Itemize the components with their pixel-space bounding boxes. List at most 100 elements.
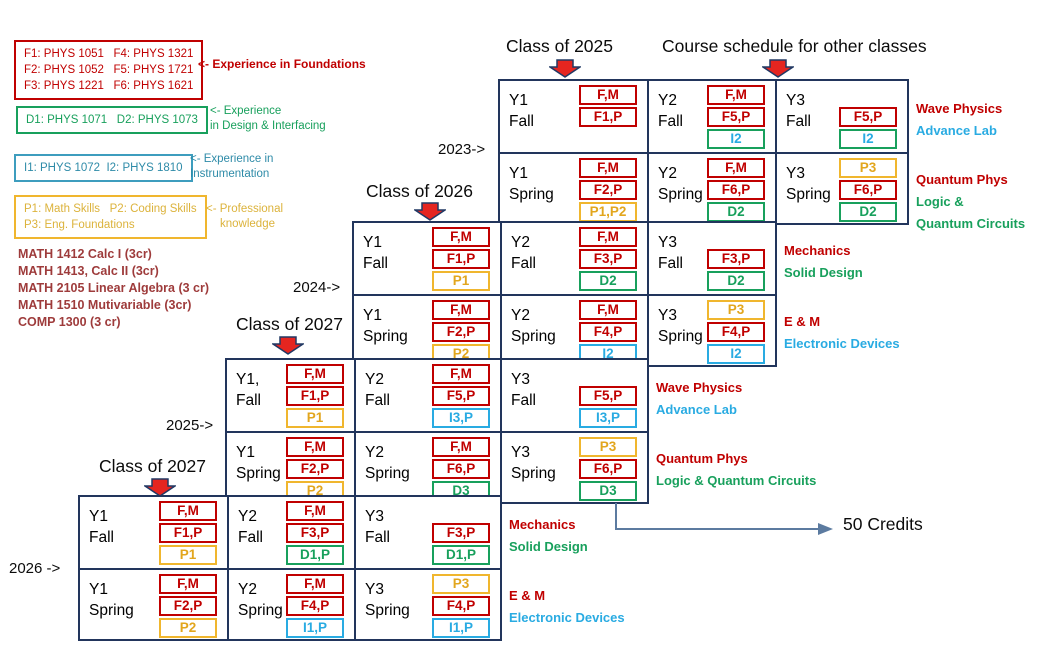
schedule-cell: Y3 Fall F5,P I2 xyxy=(775,81,907,152)
legend-caption-line: <- Professional xyxy=(206,203,284,215)
schedule-cell: Y3 Fall F5,P I3,P xyxy=(500,360,647,431)
legend-foundations-box: F1: PHYS 1051 F4: PHYS 1321 F2: PHYS 105… xyxy=(14,40,204,100)
schedule-cell: Y1 Spring F,M F2,P P2 xyxy=(354,294,500,365)
course-code-box: P3 xyxy=(839,158,897,178)
row-course-label: Quantum Circuits xyxy=(916,216,1026,231)
course-code-box: D2 xyxy=(707,202,765,222)
course-code-box: F3,P xyxy=(432,523,490,543)
course-code-box: F4,P xyxy=(707,322,765,342)
legend-caption-line: <- Experience in xyxy=(190,153,274,165)
course-box-stack: F,M F3,P D2 xyxy=(579,227,637,291)
schedule-cell: Y2 Spring F,M F6,P D2 xyxy=(647,152,775,223)
course-code-box: P3 xyxy=(579,437,637,457)
cell-year-label: Y1 Spring xyxy=(89,581,134,619)
course-box-stack: F,M F1,P xyxy=(579,85,637,127)
row-course-labels: Mechanics Solid Design xyxy=(784,240,863,284)
row-course-labels: Mechanics Solid Design xyxy=(509,514,588,558)
course-code-box: F,M xyxy=(707,158,765,178)
course-code-box: F5,P xyxy=(839,107,897,127)
course-code-box: F1,P xyxy=(286,386,344,406)
math-course-item: COMP 1300 (3 cr) xyxy=(18,315,121,329)
course-code-box: P1 xyxy=(159,545,217,565)
legend-line: F2: PHYS 1052 F5: PHYS 1721 xyxy=(24,64,194,76)
schedule-cell: Y2 Spring F,M F6,P D3 xyxy=(354,431,500,502)
row-course-label: Advance Lab xyxy=(656,402,737,417)
course-box-stack: F,M F6,P D2 xyxy=(707,158,765,222)
cell-year-label: Y3 Fall xyxy=(511,371,536,409)
schedule-block: Y1 Fall F,M F1,P P1 Y2 Fall F,M F3,P D2 Y3 Fall F3,P… xyxy=(352,221,777,367)
schedule-block: Y1, Fall F,M F1,P P1 Y2 Fall F,M F5,P I3,P Y3 Fall F… xyxy=(225,358,649,504)
schedule-cell: Y3 Fall F3,P D2 xyxy=(647,223,775,294)
course-code-box: D3 xyxy=(579,481,637,501)
schedule-cell: Y3 Spring P3 F6,P D2 xyxy=(775,152,907,223)
math-course-list: MATH 1412 Calc I (3cr) MATH 1413, Calc I… xyxy=(18,246,209,331)
row-course-label: Logic & Quantum Circuits xyxy=(656,473,817,488)
cell-year-label: Y2 Spring xyxy=(365,444,410,482)
row-course-label: Quantum Phys xyxy=(916,172,1008,187)
course-code-box: F,M xyxy=(286,437,344,457)
schedule-cell: Y2 Fall F,M F5,P I2 xyxy=(647,81,775,152)
legend-line: F1: PHYS 1051 F4: PHYS 1321 xyxy=(24,48,194,60)
course-code-box: D1,P xyxy=(432,545,490,565)
legend-professional-caption: <- Professional knowledge xyxy=(206,202,283,232)
course-code-box: F6,P xyxy=(707,180,765,200)
row-course-label: Electronic Devices xyxy=(784,336,900,351)
schedule-block: Y1 Fall F,M F1,P Y2 Fall F,M F5,P I2 Y3 Fall F5,P I2… xyxy=(498,79,909,225)
course-box-stack: F,M F1,P P1 xyxy=(159,501,217,565)
cell-year-label: Y2 Fall xyxy=(365,371,390,409)
course-code-box: F6,P xyxy=(579,459,637,479)
schedule-cell: Y1 Spring F,M F2,P P1,P2 xyxy=(500,152,647,223)
class-of-2025-title: Class of 2025 xyxy=(506,36,614,56)
cell-year-label: Y1 Spring xyxy=(236,444,281,482)
course-code-box: I1,P xyxy=(432,618,490,638)
row-course-label: Mechanics xyxy=(784,243,851,258)
row-course-label: Logic & xyxy=(916,194,964,209)
row-course-labels: Wave Physics Advance Lab xyxy=(656,377,742,421)
year-marker-2026: 2026 -> xyxy=(9,560,61,577)
row-course-label: Wave Physics xyxy=(916,101,1003,116)
schedule-cell: Y1 Fall F,M F1,P P1 xyxy=(80,497,227,568)
course-code-box: P1 xyxy=(286,408,344,428)
course-code-box: F5,P xyxy=(579,386,637,406)
legend-caption-line: knowledge xyxy=(220,218,275,230)
schedule-cell: Y1 Fall F,M F1,P P1 xyxy=(354,223,500,294)
year-marker-2023: 2023-> xyxy=(438,141,486,158)
cell-year-label: Y3 Spring xyxy=(365,581,410,619)
row-course-label: Wave Physics xyxy=(656,380,743,395)
course-code-box: F,M xyxy=(432,300,490,320)
cell-year-label: Y2 Spring xyxy=(238,581,283,619)
legend-instrumentation-caption: <- Experience in Instrumentation xyxy=(190,152,273,182)
course-code-box: F1,P xyxy=(159,523,217,543)
course-code-box: P3 xyxy=(707,300,765,320)
legend-design-box: D1: PHYS 1071 D2: PHYS 1073 xyxy=(16,106,208,134)
course-code-box: F,M xyxy=(579,227,637,247)
legend-line: P1: Math Skills P2: Coding Skills xyxy=(24,203,197,215)
schedule-block: Y1 Fall F,M F1,P P1 Y2 Fall F,M F3,P D1,P Y3 Fall F3… xyxy=(78,495,502,641)
course-code-box: F3,P xyxy=(707,249,765,269)
legend-instrumentation-box: I1: PHYS 1072 I2: PHYS 1810 xyxy=(14,154,193,182)
course-code-box: D1,P xyxy=(286,545,344,565)
course-code-box: F,M xyxy=(579,85,637,105)
row-course-label: E & M xyxy=(784,314,821,329)
legend-foundations-caption: <- Experience in Foundations xyxy=(198,57,366,71)
course-code-box: D2 xyxy=(839,202,897,222)
course-box-stack: F3,P D1,P xyxy=(432,523,490,565)
course-code-box: I3,P xyxy=(432,408,490,428)
cell-year-label: Y1 Fall xyxy=(509,92,534,130)
course-code-box: F,M xyxy=(286,501,344,521)
cell-year-label: Y3 Spring xyxy=(786,165,831,203)
credits-label: 50 Credits xyxy=(843,514,923,534)
schedule-cell: Y3 Spring P3 F4,P I2 xyxy=(647,294,775,365)
course-code-box: I2 xyxy=(839,129,897,149)
cell-year-label: Y1 Fall xyxy=(363,234,388,272)
course-code-box: I2 xyxy=(707,344,765,364)
course-code-box: F4,P xyxy=(286,596,344,616)
cell-year-label: Y1, Fall xyxy=(236,371,261,409)
row-course-label: E & M xyxy=(509,588,546,603)
row-course-label: Electronic Devices xyxy=(509,610,625,625)
course-box-stack: F5,P I3,P xyxy=(579,386,637,428)
cell-year-label: Y1 Spring xyxy=(509,165,554,203)
schedule-cell: Y2 Fall F,M F3,P D1,P xyxy=(227,497,354,568)
course-code-box: F,M xyxy=(432,437,490,457)
